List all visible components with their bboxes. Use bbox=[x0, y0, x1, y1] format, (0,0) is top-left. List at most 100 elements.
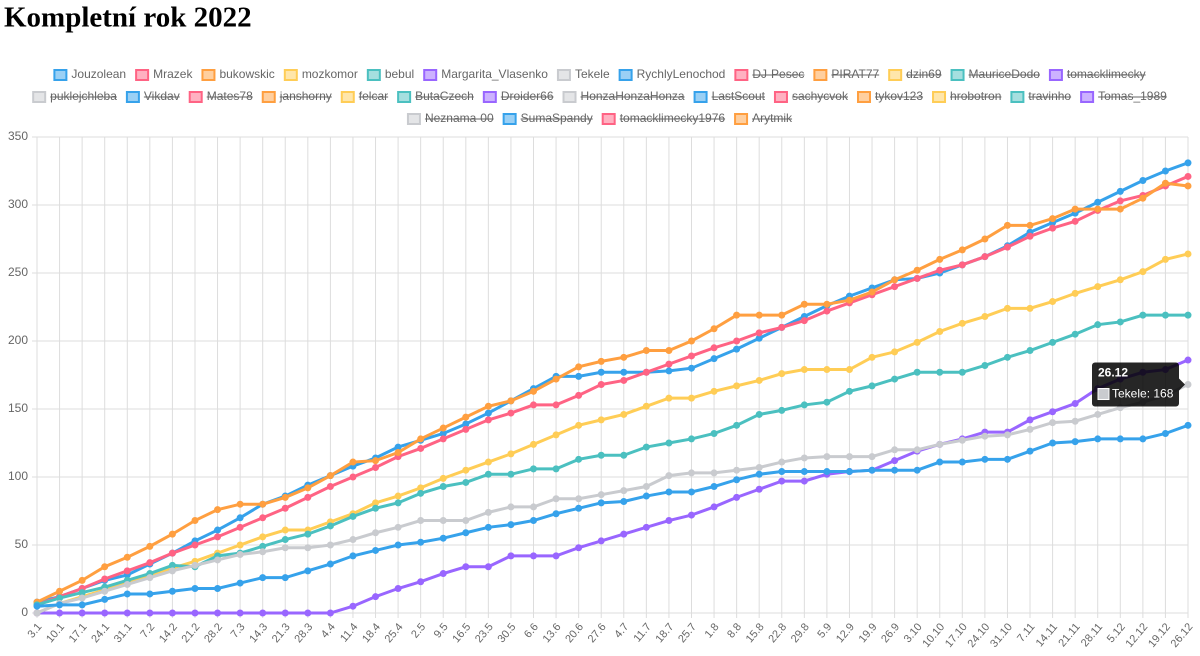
legend-label: DJ-Pesec bbox=[752, 67, 804, 81]
legend-item[interactable]: Droider66 bbox=[482, 89, 554, 103]
legend-swatch bbox=[1080, 91, 1095, 103]
legend-item[interactable]: bebul bbox=[366, 67, 414, 81]
legend-item[interactable]: sachycvok bbox=[773, 89, 849, 103]
legend-item[interactable]: tomacklimecky1976 bbox=[601, 111, 726, 125]
legend-item[interactable]: SumaSpandy bbox=[502, 111, 593, 125]
data-point bbox=[123, 580, 131, 588]
data-point bbox=[462, 466, 470, 474]
data-point bbox=[868, 466, 876, 474]
data-point bbox=[575, 372, 583, 380]
x-tick-label: 17.1 bbox=[67, 621, 90, 645]
x-tick-label: 18.4 bbox=[360, 621, 383, 645]
data-point bbox=[1071, 289, 1079, 297]
legend-label: janshorny bbox=[279, 89, 332, 103]
legend-label: travinho bbox=[1028, 89, 1071, 103]
legend-item[interactable]: Jouzolean bbox=[53, 67, 126, 81]
legend-swatch bbox=[423, 69, 438, 81]
legend-label: PIRAT77 bbox=[831, 67, 879, 81]
y-tick-label: 350 bbox=[8, 129, 28, 143]
legend-item[interactable]: hrobotron bbox=[932, 89, 1002, 103]
data-point bbox=[191, 541, 199, 549]
legend-item[interactable]: Neznama-00 bbox=[406, 111, 494, 125]
data-point bbox=[101, 595, 109, 603]
legend-item[interactable]: tykov123 bbox=[856, 89, 923, 103]
data-point bbox=[417, 435, 425, 443]
data-point bbox=[304, 530, 312, 538]
x-tick-label: 9.5 bbox=[432, 621, 451, 640]
legend-item[interactable]: PIRAT77 bbox=[813, 67, 879, 81]
data-point bbox=[733, 382, 741, 390]
data-point bbox=[620, 497, 628, 505]
legend-label: MauriceDodo bbox=[969, 67, 1041, 81]
data-point bbox=[868, 453, 876, 461]
legend-swatch bbox=[932, 91, 947, 103]
legend-item[interactable]: mozkomor bbox=[283, 67, 358, 81]
x-tick-label: 6.6 bbox=[522, 621, 541, 640]
legend-item[interactable]: janshorny bbox=[261, 89, 332, 103]
legend-item[interactable]: bukowskic bbox=[201, 67, 275, 81]
data-point bbox=[1003, 431, 1011, 439]
data-point bbox=[710, 483, 718, 491]
legend-item[interactable]: travinho bbox=[1010, 89, 1071, 103]
data-point bbox=[507, 470, 515, 478]
data-point bbox=[168, 567, 176, 575]
data-point bbox=[642, 443, 650, 451]
legend-label: felcar bbox=[359, 89, 388, 103]
data-point bbox=[462, 529, 470, 537]
legend-item[interactable]: puklejchleba bbox=[32, 89, 117, 103]
data-point bbox=[417, 517, 425, 525]
data-point bbox=[214, 533, 222, 541]
legend-item[interactable]: Mrazek bbox=[135, 67, 193, 81]
legend-item[interactable]: tomacklimecky bbox=[1048, 67, 1146, 81]
legend-item[interactable]: Margarita_Vlasenko bbox=[423, 67, 548, 81]
legend-item[interactable]: dzin69 bbox=[888, 67, 942, 81]
legend-item[interactable]: Tomas_1989 bbox=[1080, 89, 1167, 103]
x-tick-label: 12.12 bbox=[1123, 621, 1150, 650]
data-point bbox=[146, 542, 154, 550]
data-point bbox=[710, 429, 718, 437]
data-point bbox=[665, 439, 673, 447]
data-point bbox=[733, 345, 741, 353]
data-point bbox=[78, 601, 86, 609]
y-tick-label: 300 bbox=[8, 197, 28, 211]
data-point bbox=[349, 552, 357, 560]
data-point bbox=[1071, 217, 1079, 225]
legend-item[interactable]: Vikdav bbox=[125, 89, 180, 103]
data-point bbox=[507, 552, 515, 560]
data-point bbox=[304, 567, 312, 575]
legend-item[interactable]: LastScout bbox=[693, 89, 766, 103]
data-point bbox=[710, 503, 718, 511]
legend-label: LastScout bbox=[712, 89, 766, 103]
data-point bbox=[823, 453, 831, 461]
data-point bbox=[372, 457, 380, 465]
data-point bbox=[778, 406, 786, 414]
data-point bbox=[597, 537, 605, 545]
data-point bbox=[1049, 298, 1057, 306]
legend-item[interactable]: Arytmik bbox=[734, 111, 793, 125]
data-point bbox=[1026, 232, 1034, 240]
legend-item[interactable]: MauriceDodo bbox=[950, 67, 1041, 81]
legend-item[interactable]: HonzaHonzaHonza bbox=[562, 89, 685, 103]
legend-swatch bbox=[366, 69, 381, 81]
legend-item[interactable]: DJ-Pesec bbox=[734, 67, 805, 81]
x-tick-label: 3.1 bbox=[25, 621, 44, 640]
data-point bbox=[981, 253, 989, 261]
x-tick-label: 7.2 bbox=[138, 621, 157, 640]
legend-item[interactable]: RychlyLenochod bbox=[618, 67, 726, 81]
legend-item[interactable]: Mates78 bbox=[188, 89, 253, 103]
data-point bbox=[620, 487, 628, 495]
data-point bbox=[936, 266, 944, 274]
series-line bbox=[36, 423, 1189, 608]
data-point bbox=[146, 559, 154, 567]
legend-swatch bbox=[32, 91, 47, 103]
data-point bbox=[800, 454, 808, 462]
data-point bbox=[823, 307, 831, 315]
legend-item[interactable]: felcar bbox=[340, 89, 388, 103]
data-point bbox=[642, 483, 650, 491]
legend-item[interactable]: Tekele bbox=[556, 67, 610, 81]
data-point bbox=[281, 493, 289, 501]
data-point bbox=[281, 526, 289, 534]
legend-item[interactable]: ButaCzech bbox=[397, 89, 474, 103]
legend-swatch bbox=[950, 69, 965, 81]
x-tick-label: 11.4 bbox=[338, 621, 360, 644]
